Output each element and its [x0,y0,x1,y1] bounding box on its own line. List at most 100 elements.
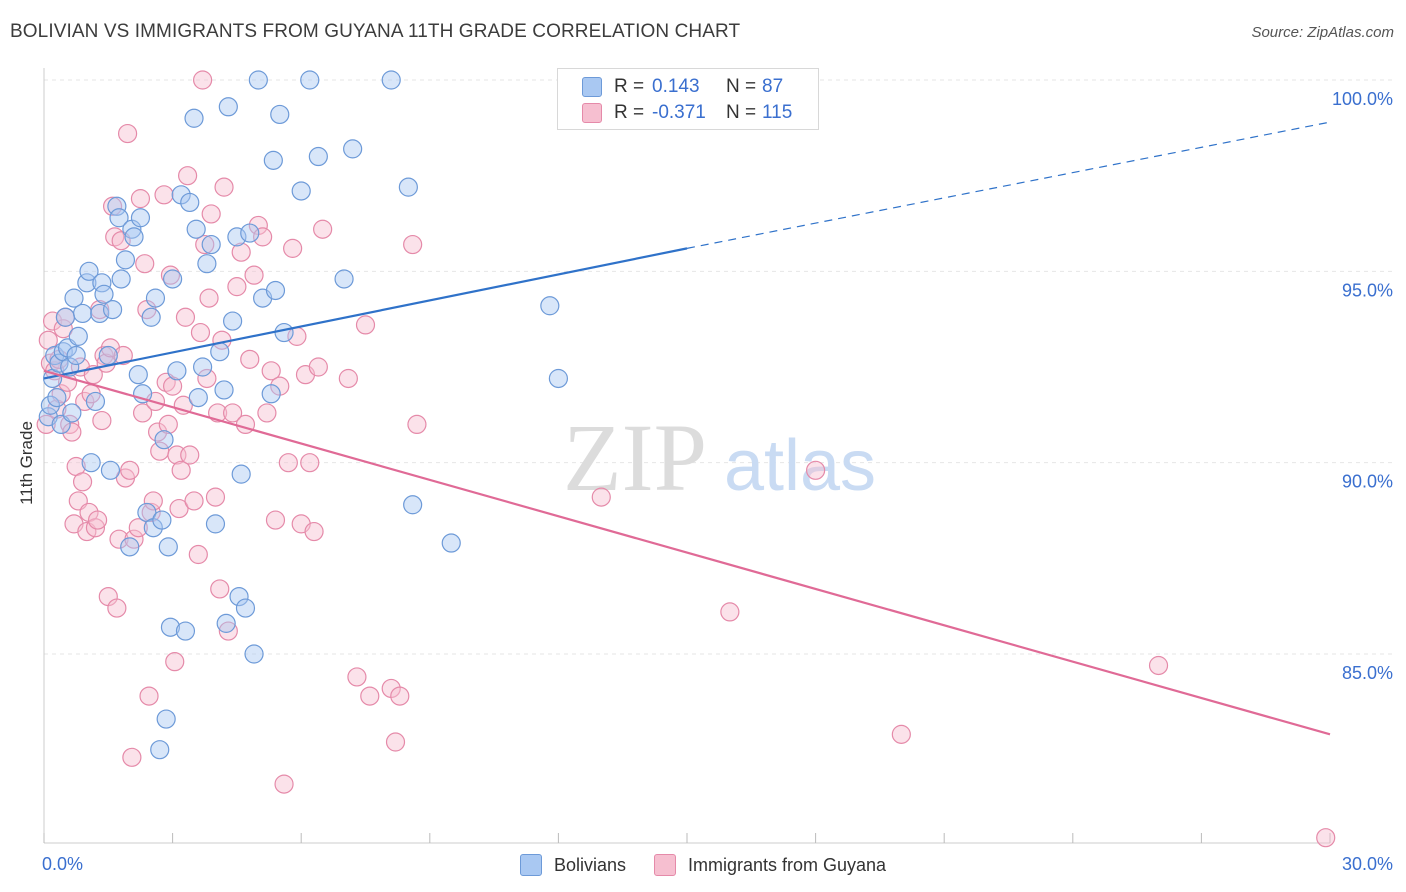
trend-line-guyana [43,369,1331,736]
data-point-bolivians [94,284,114,304]
data-point-bolivians [68,326,88,346]
data-point-bolivians [261,384,281,404]
source-label: Source: ZipAtlas.com [1251,24,1394,41]
data-point-guyana [403,234,423,255]
data-point-guyana [193,70,213,90]
data-point-guyana [143,491,163,511]
data-point-guyana [304,521,324,542]
data-point-bolivians [184,108,204,128]
data-point-bolivians [227,227,247,247]
data-point-bolivians [403,495,423,515]
y-tick-label: 95.0% [1342,280,1393,300]
data-point-guyana [175,307,196,327]
data-point-guyana [184,491,204,511]
data-point-guyana [109,529,129,549]
legend-swatch-guyana [582,103,602,123]
data-point-guyana [1316,828,1336,848]
data-point-guyana [274,774,294,794]
data-point-bolivians [154,430,174,450]
watermark: ZIP atlas [563,404,876,511]
series-guyana-points [36,70,1336,848]
data-point-bolivians [40,395,61,415]
data-point-guyana [347,667,367,687]
data-point-bolivians [334,269,354,289]
legend-swatch-guyana [653,854,676,876]
data-point-bolivians [145,288,166,308]
data-point-guyana [214,177,234,197]
legend-r-value: 0.143 [652,76,700,97]
legend-n-value: 87 [762,76,784,97]
legend-item-guyana[interactable]: Immigrants from Guyana [653,854,887,876]
data-point-bolivians [107,196,127,216]
data-point-bolivians [98,345,118,366]
x-tick-label: 0.0% [42,854,83,874]
data-point-guyana [197,368,217,389]
data-point-guyana [300,453,320,473]
data-point-bolivians [62,403,82,423]
data-point-bolivians [128,365,148,385]
data-point-bolivians [235,598,256,618]
data-point-guyana [1148,655,1169,676]
data-point-guyana [385,732,406,752]
data-point-bolivians [291,181,311,201]
x-tick-label: 30.0% [1342,854,1393,874]
legend-label-guyana: Immigrants from Guyana [687,854,887,875]
grid-lines [44,79,1392,655]
data-point-bolivians [300,70,320,90]
data-point-guyana [165,652,185,672]
data-point-bolivians [308,146,328,167]
data-point-guyana [210,579,230,599]
data-point-bolivians [244,644,264,664]
trend-lines [43,121,1331,736]
data-point-guyana [132,403,153,423]
y-tick-label: 100.0% [1332,89,1393,109]
data-point-guyana [128,518,148,538]
data-point-guyana [261,361,281,381]
legend-swatch-bolivians [582,77,602,97]
data-point-guyana [205,487,226,507]
data-point-bolivians [193,357,213,377]
data-point-guyana [139,686,159,706]
watermark-atlas: atlas [724,426,876,506]
legend-item-bolivians[interactable]: Bolivians [519,854,626,876]
data-point-bolivians [66,345,86,366]
data-point-bolivians [218,97,238,117]
y-tick-labels: 85.0% 90.0% 95.0% 100.0% [1332,89,1393,683]
data-point-guyana [223,403,243,423]
chart-title: BOLIVIAN VS IMMIGRANTS FROM GUYANA 11TH … [10,21,741,42]
data-point-bolivians [72,303,93,324]
data-point-bolivians [240,223,260,243]
data-point-guyana [218,621,238,641]
data-point-guyana [265,510,286,530]
data-point-guyana [154,185,174,205]
data-point-guyana [283,238,303,258]
data-point-guyana [313,219,333,239]
data-point-guyana [190,322,211,343]
data-point-bolivians [47,388,67,408]
data-point-bolivians [167,361,187,381]
data-point-bolivians [55,307,76,327]
data-point-guyana [178,166,198,186]
y-tick-label: 90.0% [1342,472,1393,492]
data-point-guyana [208,403,228,423]
data-point-guyana [147,422,168,442]
data-point-guyana [407,414,427,434]
data-point-bolivians [441,533,461,553]
data-point-guyana [231,242,251,262]
data-point-guyana [253,227,273,247]
data-point-guyana [201,204,221,224]
trend-line-bolivians [43,247,688,380]
correlation-legend: R = 0.143 N = 87 R = -0.371 N = 115 [557,68,819,130]
watermark-zip: ZIP [563,404,707,511]
y-axis-label: 11th Grade [17,421,36,505]
data-point-guyana [92,410,112,431]
data-point-bolivians [102,300,123,320]
data-point-bolivians [79,261,99,281]
data-point-bolivians [152,510,172,530]
data-point-guyana [94,345,114,366]
data-point-bolivians [548,368,569,389]
data-point-bolivians [210,342,230,362]
legend-n-label: N = [726,102,757,123]
data-point-guyana [120,460,140,480]
legend-label-bolivians: Bolivians [553,854,626,875]
